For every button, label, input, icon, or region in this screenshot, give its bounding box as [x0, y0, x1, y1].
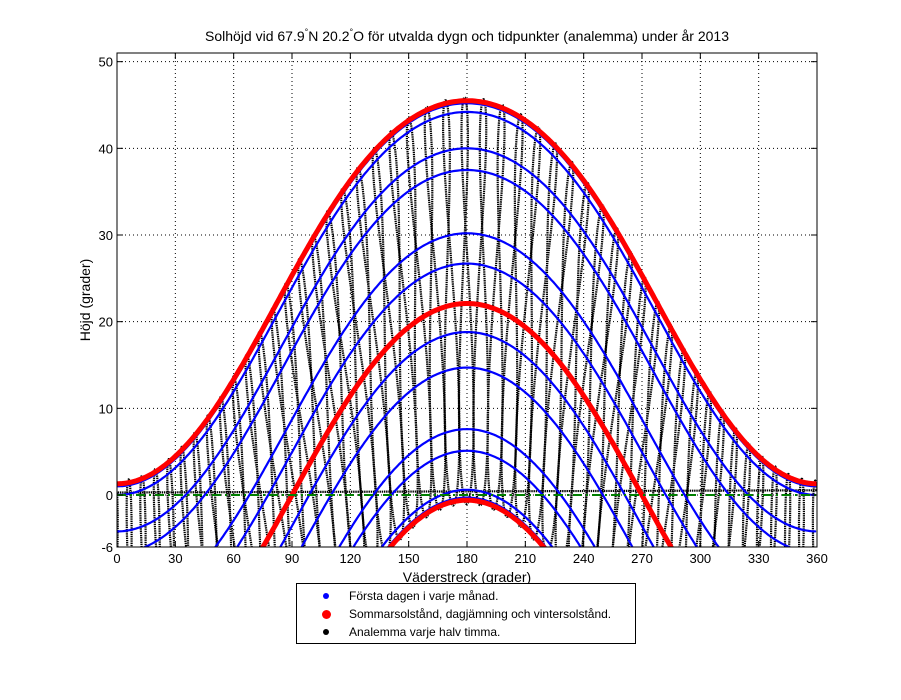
- day-curve-vintersolstånd: [387, 497, 547, 547]
- x-tick-label: 0: [113, 551, 120, 566]
- x-tick-label: 210: [514, 551, 536, 566]
- y-tick-label: 30: [99, 228, 113, 243]
- day-curve-1-apr: [235, 262, 699, 547]
- day-curve-sommarsolstånd: [117, 98, 817, 487]
- day-curve-1-nov: [337, 428, 597, 547]
- chart-title: Solhöjd vid 67.9°N 20.2°O för utvalda dy…: [205, 27, 729, 44]
- y-tick-label: 0: [106, 488, 113, 503]
- day-curve-1-mar: [300, 366, 634, 547]
- x-tick-label: 150: [398, 551, 420, 566]
- x-tick-label: 120: [339, 551, 361, 566]
- degree-sign: °: [305, 27, 309, 37]
- x-tick-label: 300: [689, 551, 711, 566]
- x-tick-label: 60: [226, 551, 240, 566]
- analemma-31: [567, 204, 605, 547]
- title-prefix: Solhöjd vid 67.9: [205, 28, 305, 44]
- legend-label: Första dagen i varje månad.: [349, 589, 499, 603]
- day-curve-1-okt: [279, 331, 655, 547]
- x-tick-label: 270: [631, 551, 653, 566]
- x-tick-label: 30: [168, 551, 182, 566]
- day-curves: [117, 98, 817, 547]
- x-tick-label: 240: [573, 551, 595, 566]
- title-mid: N 20.2: [308, 28, 349, 44]
- legend-entry-first-day: Första dagen i varje månad.: [297, 587, 635, 605]
- y-tick-label: 50: [99, 55, 113, 70]
- legend-label: Analemma varje halv timma.: [349, 625, 501, 639]
- day-curve-1-aug: [117, 147, 817, 533]
- degree-sign: °: [350, 27, 354, 37]
- x-tick-label: 360: [806, 551, 828, 566]
- x-tick-label: 330: [748, 551, 770, 566]
- legend: Första dagen i varje månad. Sommarsolstå…: [296, 583, 636, 644]
- analemma-2: [152, 467, 161, 547]
- red-dot-icon: [322, 609, 331, 619]
- y-tick-label: 10: [99, 401, 113, 416]
- y-tick-label: -6: [101, 540, 113, 555]
- axis-ticks: 0 30 60 90 120 150 180 210 240 270 300 330 360-60102…: [99, 53, 828, 566]
- legend-entry-solstice: Sommarsolstånd, dagjämning och vintersol…: [297, 605, 635, 623]
- title-suffix: O för utvalda dygn och tidpunkter (anale…: [353, 28, 729, 44]
- day-curve-1-feb: [352, 449, 582, 547]
- day-curve-1-maj: [142, 168, 792, 547]
- y-axis-label: Höjd (grader): [77, 259, 93, 341]
- legend-entry-analemma: Analemma varje halv timma.: [297, 623, 635, 641]
- y-tick-label: 40: [99, 141, 113, 156]
- x-tick-label: 90: [285, 551, 299, 566]
- analemma-3: [166, 458, 175, 547]
- blue-dot-icon: [323, 593, 329, 599]
- day-curve-1-jan: [386, 496, 548, 547]
- legend-label: Sommarsolstånd, dagjämning och vintersol…: [349, 607, 612, 621]
- day-curve-1-jun: [117, 110, 817, 497]
- black-dot-icon: [323, 629, 329, 635]
- analemma-17: [355, 166, 392, 547]
- day-curve-1-dec: [380, 488, 554, 547]
- day-curve-1-sep: [214, 232, 720, 547]
- y-tick-label: 20: [99, 315, 113, 330]
- x-tick-label: 180: [456, 551, 478, 566]
- x-axis-label: Väderstreck (grader): [403, 569, 531, 585]
- day-curve-dagjämning: [260, 301, 674, 547]
